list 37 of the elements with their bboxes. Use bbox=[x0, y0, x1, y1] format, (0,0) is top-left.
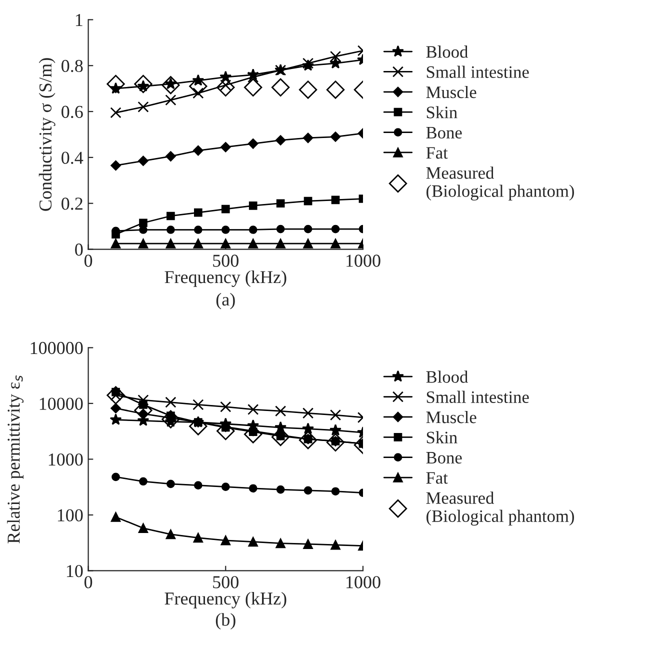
legend-label: Skin bbox=[426, 106, 458, 118]
x-tick-label: 500 bbox=[213, 576, 238, 588]
y-tick-label: 10000 bbox=[40, 398, 83, 410]
y-tick-label: 1 bbox=[76, 14, 82, 26]
x-tick-label: 500 bbox=[213, 254, 238, 267]
y-tick-label: 1000 bbox=[48, 453, 83, 466]
y-tick-label: 0 bbox=[75, 244, 83, 256]
y-axis-title: Conductivity σ (S/m) bbox=[38, 58, 56, 211]
x-axis-title: Frequency (kHz) bbox=[164, 270, 286, 287]
legend-label: Bone bbox=[426, 127, 462, 139]
legend-label: Fat bbox=[426, 147, 448, 159]
legend-label: Small intestine bbox=[426, 66, 529, 78]
legend-label: Measured (Biological phantom) bbox=[426, 492, 574, 526]
legend-label: Skin bbox=[426, 431, 458, 444]
legend-label: Blood bbox=[426, 46, 468, 58]
y-axis-title: Relative permittivity ε$_{s}$ bbox=[7, 375, 24, 544]
x-tick-label: 1000 bbox=[346, 254, 380, 267]
y-tick-label: 10 bbox=[66, 564, 83, 578]
text: (b) bbox=[216, 613, 236, 630]
x-axis-title: Frequency (kHz) bbox=[164, 592, 286, 608]
legend-label: Measured (Biological phantom) bbox=[426, 166, 574, 201]
y-tick-label: 0.6 bbox=[62, 106, 83, 118]
y-tick-label: 100 bbox=[58, 509, 83, 522]
legend-label: Small intestine bbox=[426, 390, 529, 404]
legend-label: Bone bbox=[426, 452, 462, 464]
y-tick-label: 100000 bbox=[30, 342, 83, 354]
y-tick-label: 0.8 bbox=[62, 60, 83, 72]
y-tick-label: 0.4 bbox=[62, 152, 84, 164]
text: (a) bbox=[216, 292, 235, 310]
x-tick-label: 1000 bbox=[346, 576, 380, 588]
x-tick-label: 0 bbox=[84, 254, 92, 267]
y-tick-label: 0.2 bbox=[62, 198, 82, 210]
legend-label: Muscle bbox=[426, 86, 476, 98]
legend-label: Blood bbox=[426, 370, 468, 383]
legend-label: Muscle bbox=[426, 410, 476, 424]
x-tick-label: 0 bbox=[84, 576, 92, 588]
legend-label: Fat bbox=[426, 472, 448, 484]
